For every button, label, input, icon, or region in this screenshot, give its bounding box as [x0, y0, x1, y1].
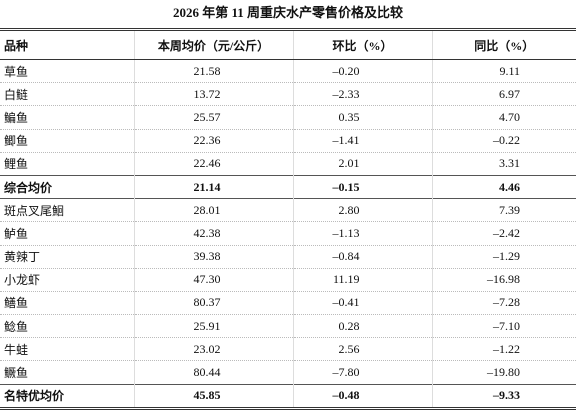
- variety-cell: 名特优均价: [0, 383, 134, 409]
- table-body: 草鱼 21.58 –0.20 9.11 白鲢 13.72 –2.33 6.97 鳊鱼 25.57 0…: [0, 58, 576, 409]
- variety-cell: 牛蛙: [0, 337, 134, 361]
- table-row: 小龙虾 47.30 11.19 –16.98: [0, 267, 576, 292]
- table-row: 鲈鱼 42.38 –1.13 –2.42: [0, 221, 576, 245]
- value-cell: 4.46: [431, 174, 576, 199]
- variety-cell: 鳝鱼: [0, 290, 134, 315]
- variety-cell: 白鲢: [0, 82, 134, 106]
- value-cell: –1.22: [431, 337, 576, 361]
- value-cell: 25.57: [133, 105, 293, 130]
- header-cell: 环比（%）: [292, 29, 432, 60]
- value-cell: 2.01: [292, 151, 432, 176]
- variety-cell: 小龙虾: [0, 267, 134, 292]
- value-cell: 47.30: [133, 267, 293, 292]
- table-row: 鳊鱼 25.57 0.35 4.70: [0, 105, 576, 130]
- value-cell: –0.15: [292, 174, 432, 199]
- value-cell: 6.97: [431, 82, 576, 106]
- value-cell: 39.38: [133, 244, 293, 269]
- value-cell: –7.80: [292, 360, 432, 385]
- table-row: 牛蛙 23.02 2.56 –1.22: [0, 337, 576, 361]
- value-cell: 42.38: [133, 221, 293, 245]
- value-cell: 22.36: [133, 128, 293, 153]
- value-cell: –0.48: [292, 383, 432, 409]
- title: 2026 年第 11 周重庆水产零售价格及比较: [172, 5, 404, 20]
- value-cell: 3.31: [431, 151, 576, 176]
- value-cell: 80.44: [133, 360, 293, 385]
- variety-cell: 鲈鱼: [0, 221, 134, 245]
- table-row: 名特优均价 45.85 –0.48 –9.33: [0, 383, 576, 409]
- value-cell: 0.28: [292, 314, 432, 338]
- value-cell: –0.20: [292, 58, 432, 83]
- table-row: 草鱼 21.58 –0.20 9.11: [0, 58, 576, 83]
- table-row: 鲤鱼 22.46 2.01 3.31: [0, 151, 576, 176]
- value-cell: –7.10: [431, 314, 576, 338]
- variety-cell: 草鱼: [0, 58, 134, 83]
- table-row: 综合均价 21.14 –0.15 4.46: [0, 174, 576, 199]
- value-cell: 80.37: [133, 290, 293, 315]
- value-cell: 0.35: [292, 105, 432, 130]
- value-cell: –0.41: [292, 290, 432, 315]
- table-row: 鲶鱼 25.91 0.28 –7.10: [0, 314, 576, 338]
- table-row: 鳝鱼 80.37 –0.41 –7.28: [0, 290, 576, 315]
- table-row: 斑点叉尾鮰 28.01 2.80 7.39: [0, 198, 576, 222]
- value-cell: 23.02: [133, 337, 293, 361]
- value-cell: 22.46: [133, 151, 293, 176]
- value-cell: 9.11: [431, 58, 576, 83]
- table-row: 鳜鱼 80.44 –7.80 –19.80: [0, 360, 576, 385]
- header-cell: 同比（%）: [431, 29, 576, 60]
- value-cell: –7.28: [431, 290, 576, 315]
- value-cell: 7.39: [431, 198, 576, 222]
- value-cell: –0.84: [292, 244, 432, 269]
- value-cell: –2.42: [431, 221, 576, 245]
- table-header: 品种 本周均价（元/公斤） 环比（%） 同比（%）: [0, 29, 576, 60]
- variety-cell: 斑点叉尾鮰: [0, 198, 134, 222]
- header-cell: 本周均价（元/公斤）: [133, 29, 293, 60]
- value-cell: –19.80: [431, 360, 576, 385]
- value-cell: –9.33: [431, 383, 576, 409]
- value-cell: 13.72: [133, 82, 293, 106]
- variety-cell: 鳜鱼: [0, 360, 134, 385]
- variety-cell: 鳊鱼: [0, 105, 134, 130]
- value-cell: 21.14: [133, 174, 293, 199]
- table-row: 黄辣丁 39.38 –0.84 –1.29: [0, 244, 576, 269]
- value-cell: 28.01: [133, 198, 293, 222]
- variety-cell: 鲶鱼: [0, 314, 134, 338]
- value-cell: –2.33: [292, 82, 432, 106]
- value-cell: –0.22: [431, 128, 576, 153]
- value-cell: –1.29: [431, 244, 576, 269]
- header-row: 品种 本周均价（元/公斤） 环比（%） 同比（%）: [0, 29, 576, 60]
- table-row: 鲫鱼 22.36 –1.41 –0.22: [0, 128, 576, 153]
- table-row: 白鲢 13.72 –2.33 6.97: [0, 82, 576, 106]
- value-cell: 21.58: [133, 58, 293, 83]
- value-cell: 2.80: [292, 198, 432, 222]
- price-table: 品种 本周均价（元/公斤） 环比（%） 同比（%） 草鱼 21.58 –0.20 9.11 白…: [0, 28, 576, 410]
- value-cell: 4.70: [431, 105, 576, 130]
- value-cell: 25.91: [133, 314, 293, 338]
- variety-cell: 鲤鱼: [0, 151, 134, 176]
- header-cell: 品种: [0, 29, 134, 60]
- value-cell: 45.85: [133, 383, 293, 409]
- value-cell: –1.41: [292, 128, 432, 153]
- value-cell: 2.56: [292, 337, 432, 361]
- variety-cell: 黄辣丁: [0, 244, 134, 269]
- variety-cell: 综合均价: [0, 174, 134, 199]
- value-cell: –1.13: [292, 221, 432, 245]
- variety-cell: 鲫鱼: [0, 128, 134, 153]
- value-cell: 11.19: [292, 267, 432, 292]
- value-cell: –16.98: [431, 267, 576, 292]
